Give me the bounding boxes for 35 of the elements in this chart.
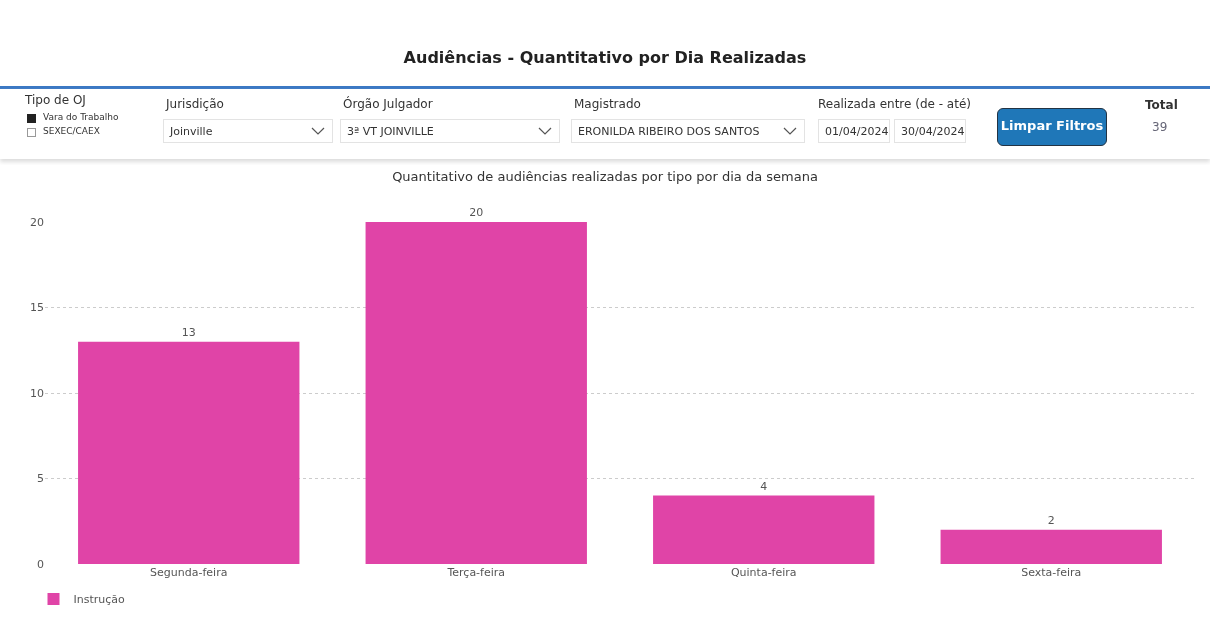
- chart-title: Quantitativo de audiências realizadas por tipo por dia da semana: [392, 169, 818, 185]
- bar: [653, 495, 875, 564]
- bar: [365, 222, 587, 564]
- text: 30/04/2024: [894, 119, 966, 143]
- text: Magistrado: [574, 97, 641, 111]
- text: Realizada entre (de - até): [818, 97, 971, 111]
- y-tick-label: 10: [30, 386, 44, 400]
- y-tick-label: 20: [30, 215, 44, 229]
- x-tick-label: Sexta-feira: [1021, 566, 1082, 579]
- text: Joinville: [163, 119, 333, 143]
- text: Tipo de OJ: [25, 93, 86, 107]
- text: 39: [1152, 120, 1168, 134]
- data-label: 2: [1047, 513, 1055, 527]
- legend-label: Instrução: [73, 593, 126, 607]
- text: Órgão Julgador: [343, 97, 433, 111]
- y-tick-label: 5: [37, 472, 44, 486]
- text: Vara do Trabalho: [43, 112, 119, 122]
- text: Total: [1145, 98, 1178, 112]
- y-tick-label: 0: [37, 557, 44, 571]
- y-tick-label: 15: [30, 301, 44, 315]
- text: 01/04/2024: [818, 119, 890, 143]
- data-label: 13: [181, 325, 196, 339]
- bar: [940, 529, 1162, 564]
- bar: [78, 341, 300, 564]
- text: Limpar Filtros: [997, 108, 1107, 146]
- x-tick-label: Quinta-feira: [730, 566, 797, 579]
- text: Audiências - Quantitativo por Dia Realizadas: [402, 48, 808, 67]
- text: ERONILDA RIBEIRO DOS SANTOS: [571, 119, 805, 143]
- x-tick-label: Terça-feira: [446, 566, 506, 579]
- text: SEXEC/CAEX: [43, 126, 100, 136]
- text: Jurisdição: [166, 97, 224, 111]
- text: 3ª VT JOINVILLE: [340, 119, 560, 143]
- x-tick-label: Segunda-feira: [150, 566, 228, 579]
- data-label: 4: [760, 479, 768, 493]
- data-label: 20: [469, 206, 484, 219]
